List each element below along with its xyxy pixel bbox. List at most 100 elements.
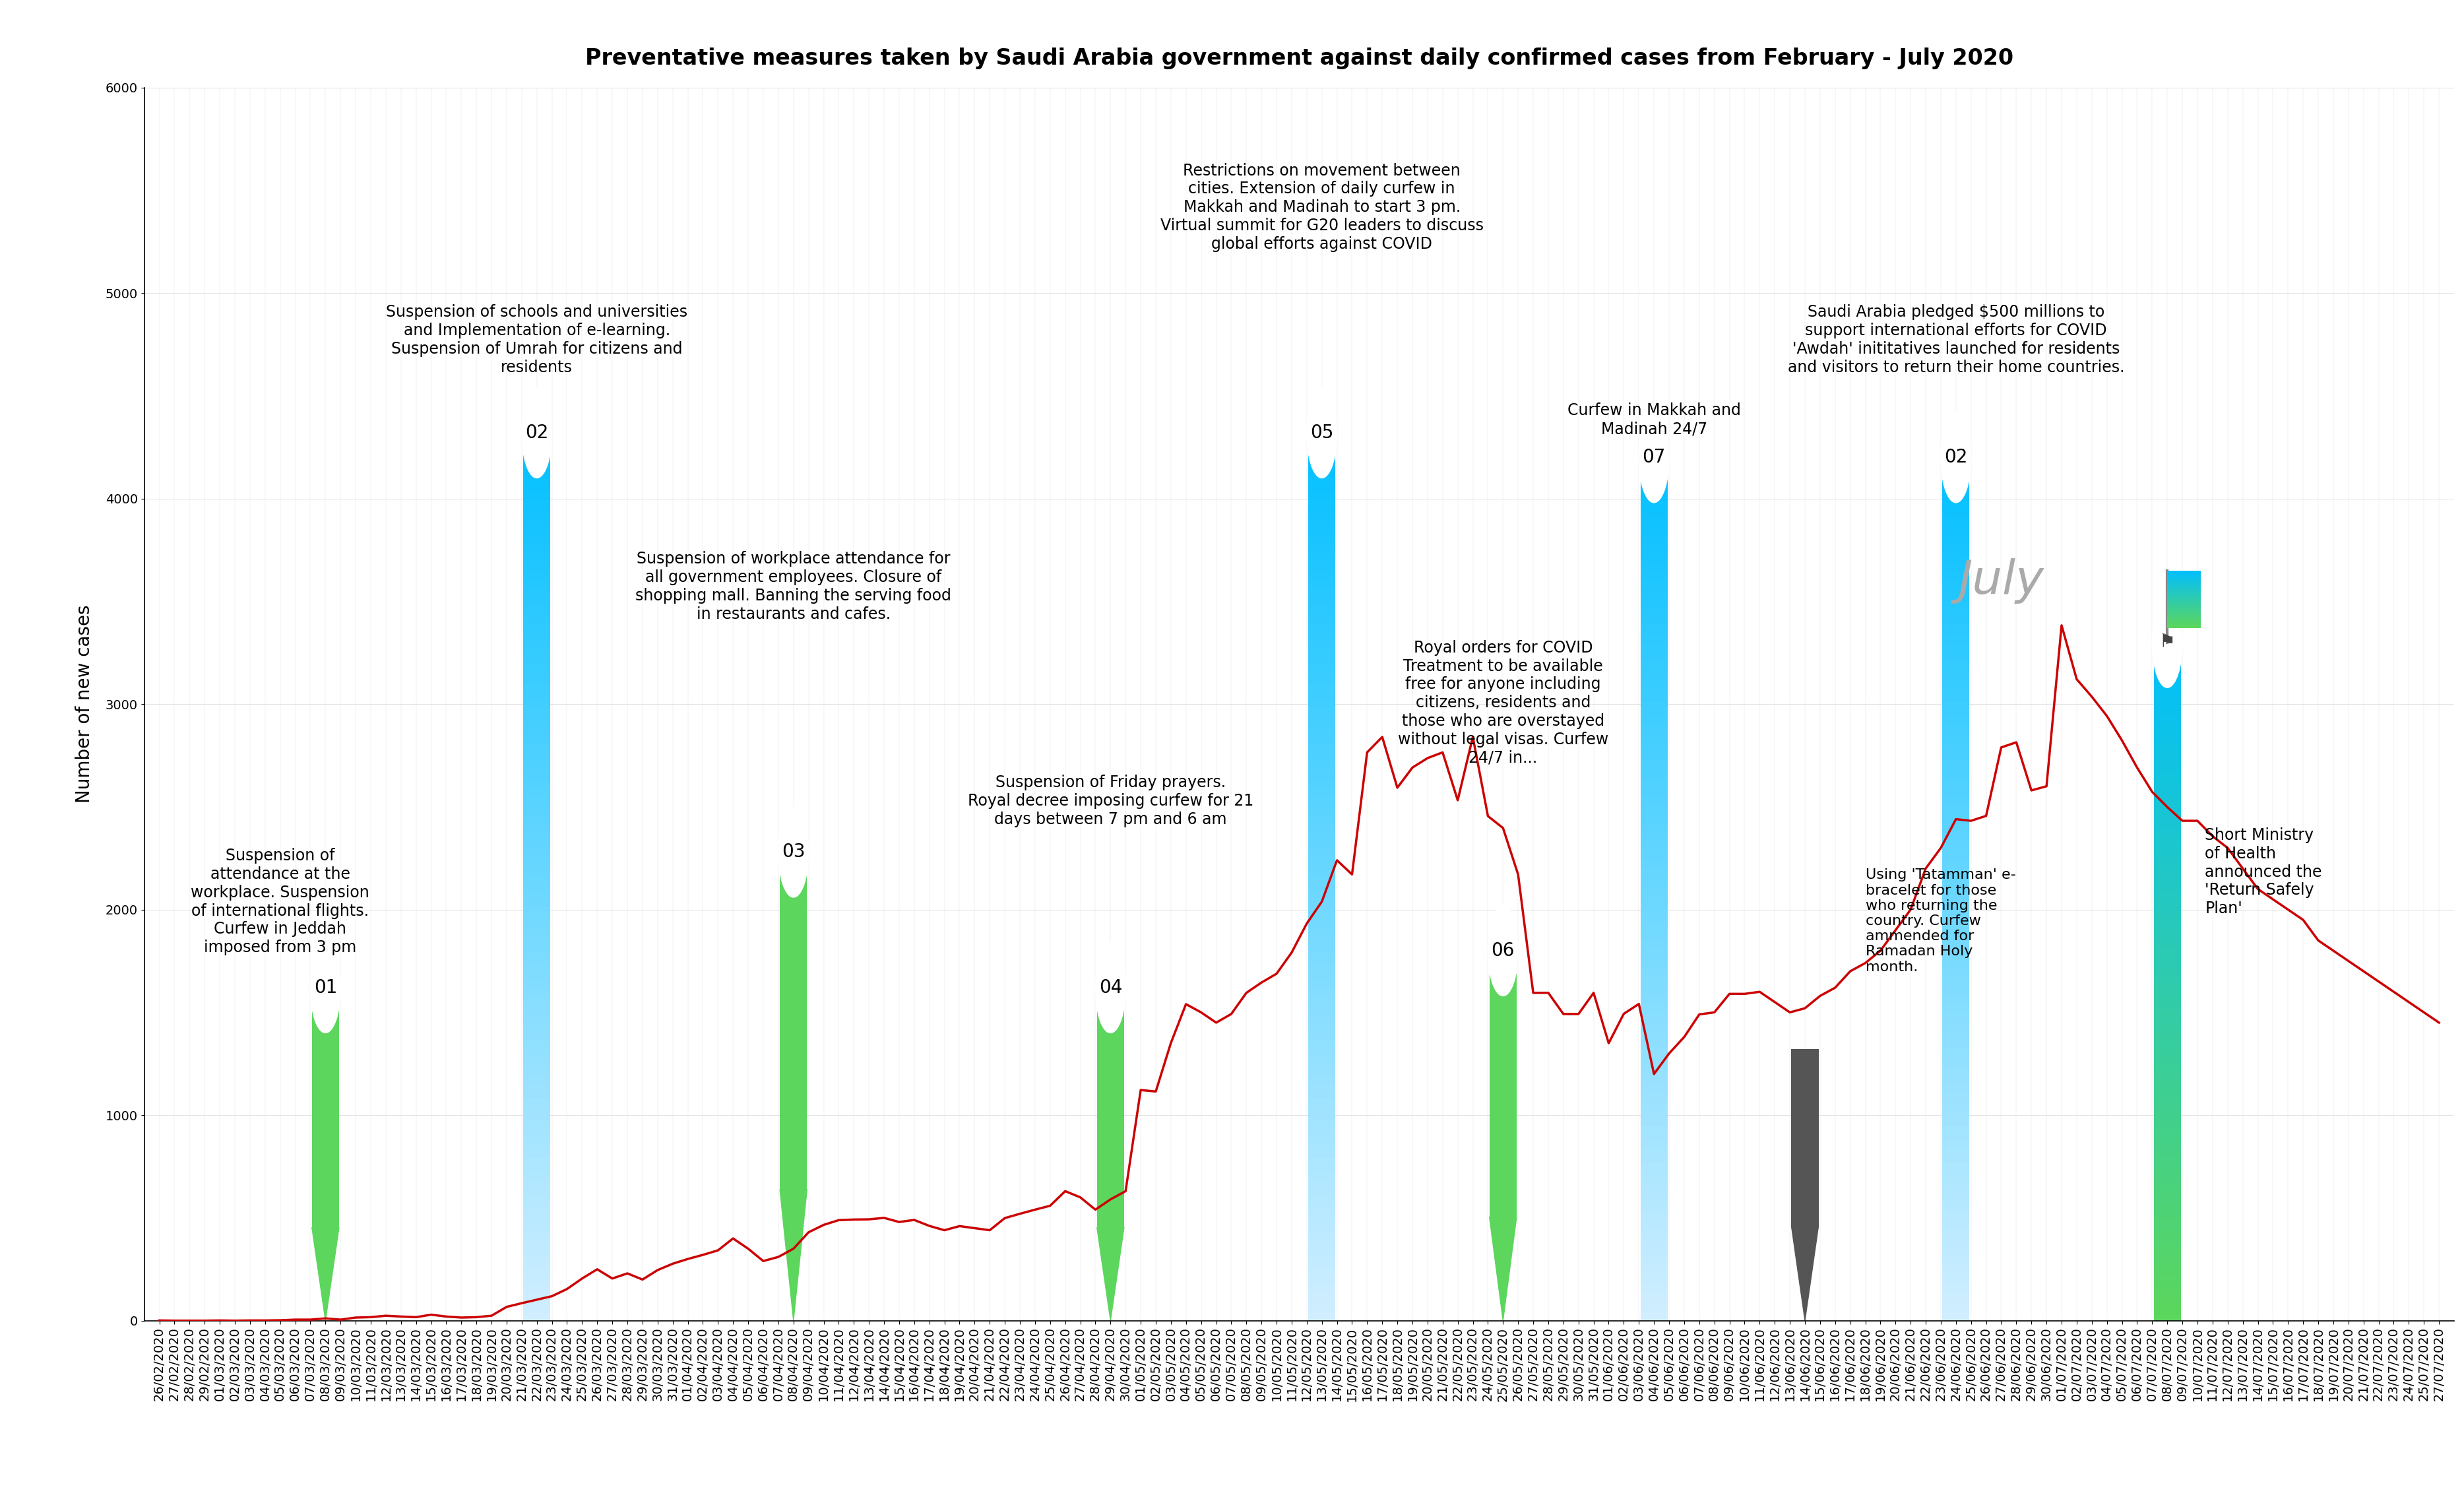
Bar	[522, 521, 549, 528]
Bar	[2154, 1258, 2181, 1264]
Bar	[522, 1114, 549, 1121]
Bar	[1641, 911, 1668, 917]
Bar	[522, 796, 549, 803]
Bar	[1641, 875, 1668, 883]
Bar	[1942, 1162, 1969, 1169]
Bar	[522, 1076, 549, 1084]
Bar	[1942, 695, 1969, 702]
Bar	[1942, 659, 1969, 666]
Bar	[1641, 1292, 1668, 1298]
Bar	[1308, 669, 1335, 677]
Bar	[522, 1313, 549, 1321]
Bar	[2154, 796, 2181, 800]
Bar	[2154, 800, 2181, 806]
Ellipse shape	[1639, 413, 1668, 503]
Ellipse shape	[310, 943, 340, 1033]
Bar	[1942, 803, 1969, 811]
Bar	[1641, 1112, 1668, 1120]
Bar	[2154, 1190, 2181, 1196]
Bar	[522, 743, 549, 751]
Bar	[2154, 710, 2181, 716]
Bar	[1308, 1210, 1335, 1217]
Bar	[1942, 1061, 1969, 1069]
Bar	[2154, 1241, 2181, 1247]
Bar	[1308, 973, 1335, 980]
Bar	[1641, 687, 1668, 695]
Bar	[522, 477, 549, 485]
Bar	[1308, 462, 1335, 470]
Bar	[1942, 551, 1969, 558]
Bar	[1096, 988, 1124, 1228]
Bar	[1942, 760, 1969, 767]
Bar	[1641, 889, 1668, 896]
Bar	[1641, 716, 1668, 723]
Text: Using 'Tatamman' e-
bracelet for those
who returning the
country. Curfew
ammende: Using 'Tatamman' e- bracelet for those w…	[1865, 869, 2016, 974]
Bar	[1942, 868, 1969, 875]
Bar	[1308, 877, 1335, 884]
Bar	[522, 588, 549, 596]
Bar	[1308, 573, 1335, 581]
Bar	[522, 773, 549, 781]
Bar	[522, 432, 549, 440]
Bar	[1641, 702, 1668, 708]
Bar	[2154, 1033, 2181, 1039]
Bar	[1308, 811, 1335, 818]
Bar	[2154, 1112, 2181, 1117]
Bar	[2154, 1135, 2181, 1139]
Bar	[2154, 1129, 2181, 1135]
Bar	[1942, 515, 1969, 522]
Bar	[2154, 1184, 2181, 1190]
Bar	[522, 1040, 549, 1046]
Text: July: July	[1959, 558, 2045, 603]
Bar	[1308, 1165, 1335, 1172]
Bar	[1942, 723, 1969, 731]
Text: Royal orders for COVID
Treatment to be available
free for anyone including
citiz: Royal orders for COVID Treatment to be a…	[1397, 639, 1609, 766]
Bar	[1942, 702, 1969, 708]
Bar	[1942, 932, 1969, 940]
Bar	[522, 854, 549, 862]
Bar	[522, 1210, 549, 1217]
Ellipse shape	[1942, 413, 1971, 503]
Bar	[1942, 1177, 1969, 1184]
Bar	[522, 1010, 549, 1018]
Bar	[2154, 1315, 2181, 1321]
Bar	[522, 1268, 549, 1276]
Bar	[522, 1084, 549, 1091]
Bar	[1308, 1232, 1335, 1240]
Bar	[1641, 507, 1668, 515]
Bar	[1308, 1106, 1335, 1114]
Bar	[1641, 788, 1668, 796]
Bar	[522, 603, 549, 611]
Bar	[1308, 1054, 1335, 1061]
Bar	[2154, 1180, 2181, 1184]
Bar	[2154, 778, 2181, 784]
Bar	[2154, 874, 2181, 880]
Bar	[522, 1157, 549, 1165]
Bar	[1942, 471, 1969, 479]
Bar	[1942, 494, 1969, 501]
Bar	[1641, 479, 1668, 486]
Bar	[522, 1144, 549, 1150]
Bar	[1308, 1061, 1335, 1069]
Bar	[1641, 1184, 1668, 1192]
Bar	[2154, 931, 2181, 937]
Bar	[2154, 744, 2181, 751]
Bar	[1942, 543, 1969, 551]
Bar	[1641, 896, 1668, 904]
Bar	[522, 862, 549, 869]
Bar	[1942, 824, 1969, 832]
Bar	[1308, 1195, 1335, 1202]
Bar	[2154, 908, 2181, 914]
Bar	[1641, 744, 1668, 752]
Bar	[1641, 594, 1668, 602]
Bar	[522, 1046, 549, 1054]
Bar	[1308, 965, 1335, 973]
Bar	[1942, 1285, 1969, 1292]
Bar	[1942, 594, 1969, 602]
Bar	[1308, 751, 1335, 758]
Bar	[1942, 853, 1969, 860]
Bar	[522, 929, 549, 937]
Bar	[2154, 1055, 2181, 1061]
Bar	[522, 714, 549, 722]
Bar	[1641, 602, 1668, 608]
